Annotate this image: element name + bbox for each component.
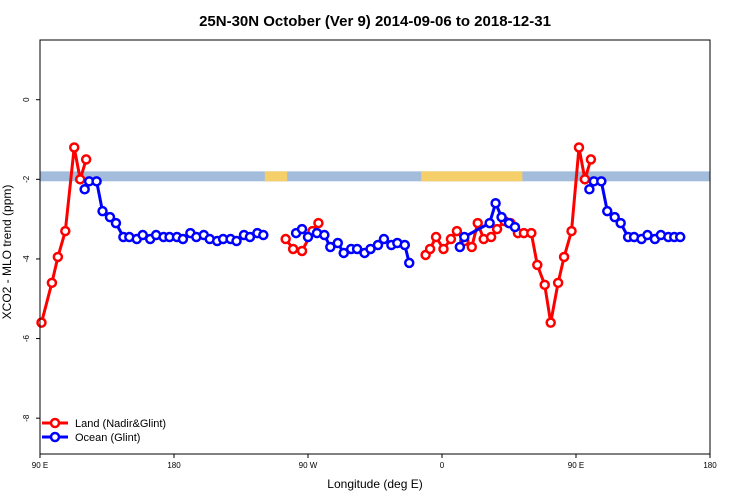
data-point-land (585, 154, 597, 165)
data-point-land (296, 245, 308, 257)
data-point-land (52, 251, 64, 263)
legend-marker-land (49, 417, 61, 429)
data-point-land (491, 223, 503, 235)
data-point-ocean (177, 233, 189, 245)
data-point-ocean (302, 231, 314, 243)
y-tick-label: -8 (22, 414, 31, 422)
data-point-land (36, 317, 47, 328)
series-line-ocean (83, 179, 264, 243)
data-point-ocean (319, 229, 330, 241)
x-axis-label: Longitude (deg E) (327, 477, 422, 491)
data-point-ocean (615, 217, 626, 229)
data-point-ocean (351, 243, 363, 255)
data-point-ocean (609, 211, 620, 223)
axes: 90 E 180 90 W 0 90 E 180 0 -2 -4 -6 -8 (22, 97, 717, 470)
x-tick-label: 0 (440, 461, 445, 470)
data-point-land (74, 174, 86, 185)
land-band-segment-1 (421, 171, 523, 182)
x-tick-label: 180 (703, 461, 717, 470)
data-point-ocean (584, 184, 595, 195)
y-tick-label: -2 (22, 175, 31, 183)
x-tick-label: 90 E (568, 461, 584, 470)
y-tick-label: 0 (22, 97, 31, 102)
data-point-land (579, 174, 591, 185)
chart-title: 25N-30N October (Ver 9) 2014-09-06 to 20… (199, 13, 551, 30)
data-point-land (485, 231, 497, 243)
ocean-band (40, 171, 710, 182)
data-point-ocean (496, 211, 507, 223)
x-tick-label: 180 (167, 461, 181, 470)
data-point-ocean (378, 233, 390, 245)
data-point-land (280, 233, 291, 245)
data-point-land (445, 233, 457, 245)
data-point-ocean (97, 205, 108, 217)
data-point-land (60, 225, 71, 237)
legend-label-land: Land (Nadir&Glint) (75, 418, 166, 430)
data-point-ocean (296, 223, 308, 235)
data-point-ocean (110, 217, 122, 229)
y-tick-label: -4 (22, 255, 31, 263)
data-point-ocean (104, 211, 116, 223)
data-point-land (430, 231, 442, 243)
data-point-land (46, 277, 58, 289)
data-point-ocean (79, 184, 90, 195)
x-tick-label: 90 E (32, 461, 48, 470)
data-point-ocean (244, 231, 256, 243)
data-point-ocean (231, 235, 242, 247)
legend-label-ocean: Ocean (Glint) (75, 432, 140, 444)
data-point-land (566, 225, 577, 237)
data-point-ocean (674, 231, 686, 243)
y-axis-label: XCO2 - MLO trend (ppm) (0, 185, 14, 320)
data-point-land (558, 251, 570, 263)
data-point-ocean (403, 257, 415, 269)
data-point-land (472, 217, 483, 229)
series-layer (36, 142, 686, 328)
data-point-ocean (459, 231, 470, 243)
data-point-ocean (372, 239, 384, 251)
data-point-ocean (137, 229, 148, 241)
data-point-land (466, 241, 478, 253)
data-point-land (539, 279, 550, 291)
legend-marker-ocean (49, 431, 61, 443)
data-point-land (552, 277, 564, 289)
data-point-land (532, 259, 543, 271)
plot-frame (39, 39, 711, 455)
data-point-land (545, 317, 556, 328)
y-tick-label: -6 (22, 334, 31, 342)
data-point-land (80, 154, 92, 165)
land-ocean-band (40, 171, 710, 182)
data-point-ocean (509, 221, 521, 233)
data-point-ocean (399, 239, 411, 251)
data-point-ocean (454, 241, 466, 253)
x-tick-label: 90 W (299, 461, 318, 470)
data-point-land (451, 225, 463, 237)
legend: Land (Nadir&Glint) Ocean (Glint) (42, 417, 166, 444)
data-point-ocean (602, 205, 613, 217)
land-band-segment-0 (264, 171, 288, 182)
data-point-ocean (365, 243, 376, 255)
data-point-land (313, 217, 324, 229)
data-point-ocean (332, 237, 344, 249)
data-point-land (573, 142, 585, 153)
data-point-ocean (338, 247, 349, 259)
data-point-land (287, 243, 299, 255)
data-point-land (424, 243, 436, 255)
data-point-ocean (596, 176, 607, 187)
data-point-ocean (642, 229, 653, 241)
data-point-land (68, 142, 80, 153)
data-point-land (438, 243, 449, 255)
data-point-ocean (484, 217, 495, 229)
data-point-ocean (91, 176, 102, 187)
data-point-ocean (490, 197, 501, 209)
data-point-ocean (258, 229, 269, 241)
data-point-ocean (325, 241, 336, 253)
data-point-land (526, 227, 537, 239)
